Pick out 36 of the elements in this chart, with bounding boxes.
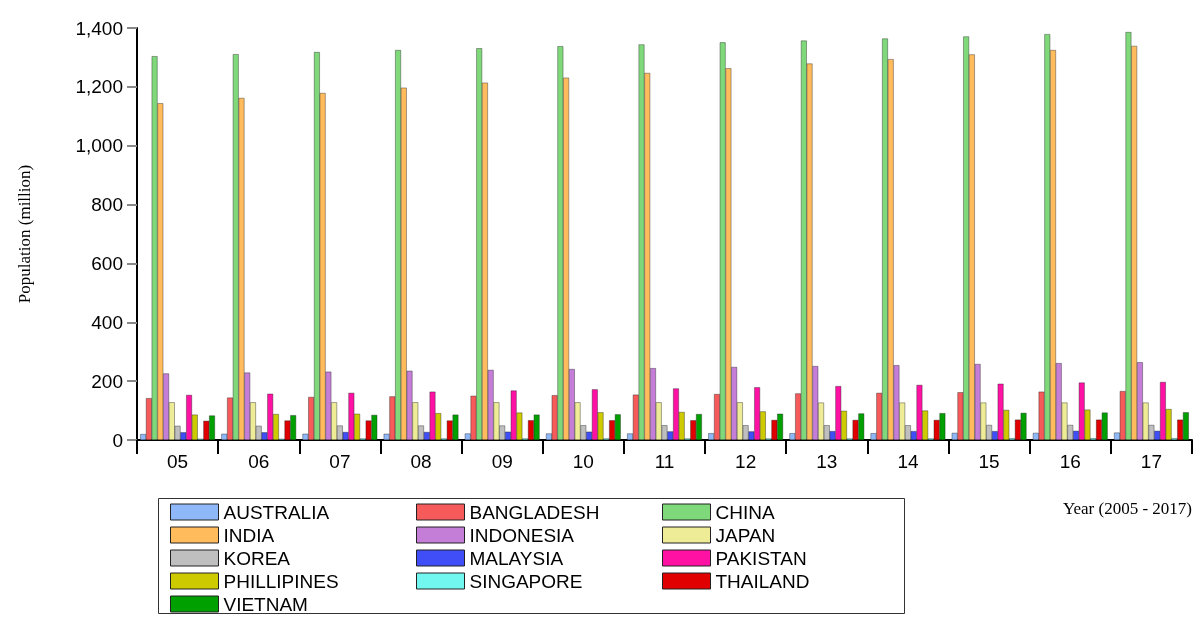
- x-tick-label: 11: [654, 451, 675, 472]
- x-tick-label: 13: [816, 451, 838, 472]
- y-tick-label: 1,200: [75, 76, 123, 98]
- x-tick-label: 05: [167, 451, 189, 472]
- legend-label: CHINA: [715, 501, 775, 523]
- y-tick-label: 1,400: [75, 17, 123, 39]
- y-tick-label: 800: [91, 194, 123, 216]
- y-tick-label: 1,000: [75, 135, 123, 157]
- x-tick-label: 06: [248, 451, 270, 472]
- legend-label: INDIA: [223, 524, 275, 546]
- x-tick-label: 15: [978, 451, 1000, 472]
- legend-label: INDONESIA: [469, 524, 575, 546]
- legend-label: JAPAN: [715, 524, 776, 546]
- legend-label: PHILLIPINES: [223, 570, 339, 592]
- x-tick-label: 12: [735, 451, 757, 472]
- legend-label: BANGLADESH: [469, 501, 600, 523]
- x-tick-label: 17: [1140, 451, 1162, 472]
- y-tick-label: 400: [91, 311, 123, 333]
- y-tick-label: 200: [91, 370, 123, 392]
- x-tick-label: 08: [410, 451, 432, 472]
- x-tick-label: 09: [491, 451, 513, 472]
- y-axis-title: Population (million): [15, 164, 34, 304]
- x-tick-label: 16: [1059, 451, 1081, 472]
- legend-label: THAILAND: [715, 570, 810, 592]
- x-tick-label: 07: [329, 451, 351, 472]
- legend-label: MALAYSIA: [469, 547, 564, 569]
- y-tick-label: 600: [91, 252, 123, 274]
- legend-label: SINGAPORE: [469, 570, 583, 592]
- y-tick-label: 0: [112, 429, 123, 451]
- x-tick-label: 14: [897, 451, 919, 472]
- legend-label: KOREA: [223, 547, 291, 569]
- legend-label: VIETNAM: [223, 593, 308, 615]
- x-axis-title: Year (2005 - 2017): [1062, 499, 1192, 518]
- legend-label: PAKISTAN: [715, 547, 807, 569]
- x-tick-label: 10: [572, 451, 594, 472]
- legend-label: AUSTRALIA: [223, 501, 330, 523]
